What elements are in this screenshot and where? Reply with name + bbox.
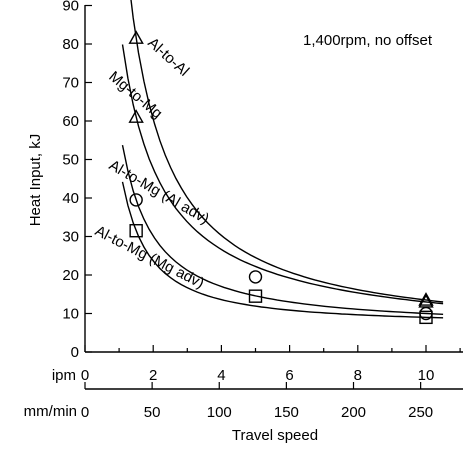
y-ticks: 0 10 20 30 40 50 60 70 80 90 <box>62 0 92 361</box>
x2-tick-label: 0 <box>81 404 89 421</box>
circle-marker <box>248 270 263 284</box>
x2-tick-label: 150 <box>274 404 299 421</box>
triangle-marker <box>128 109 144 123</box>
y-tick-label: 20 <box>62 267 79 284</box>
y-axis-title: Heat Input, kJ <box>27 134 44 227</box>
y-tick-label: 60 <box>62 113 79 130</box>
x2-tick-label: 250 <box>408 404 433 421</box>
fit-curve <box>121 181 444 319</box>
fit-curves <box>121 0 444 319</box>
y-tick-label: 50 <box>62 152 79 169</box>
y-tick-label: 70 <box>62 75 79 92</box>
y-tick-label: 10 <box>62 306 79 323</box>
series-label: Al-to-Mg (Al adv) <box>106 157 212 228</box>
fit-curve <box>130 0 444 303</box>
chart-annotation: 1,400rpm, no offset <box>303 32 433 49</box>
fit-curve <box>121 44 444 305</box>
x-tick-label: 4 <box>217 367 225 384</box>
plot-frame <box>84 5 463 390</box>
x-tick-label: 10 <box>418 367 435 384</box>
triangle-marker <box>128 30 144 44</box>
secondary-x-ticks: 0 50 100 150 200 250 <box>81 382 433 421</box>
triangle-marker <box>418 292 434 306</box>
square-marker <box>248 289 263 303</box>
y-tick-label: 30 <box>62 229 79 246</box>
y-tick-label: 0 <box>71 344 79 361</box>
data-markers <box>128 30 434 325</box>
fit-curve <box>121 144 444 315</box>
series-label: Al-to-Mg (Mg adv) <box>92 222 207 292</box>
x-tick-label: 6 <box>285 367 293 384</box>
x-ticks: 0 2 4 6 8 10 <box>81 345 461 384</box>
x-tick-label: 8 <box>354 367 362 384</box>
series-label: Al-to-Al <box>144 34 192 80</box>
x2-tick-label: 50 <box>144 404 161 421</box>
x-unit-primary: ipm <box>52 367 76 384</box>
y-tick-label: 80 <box>62 36 79 53</box>
x2-tick-label: 100 <box>207 404 232 421</box>
x-tick-label: 0 <box>81 367 89 384</box>
square-marker <box>129 224 143 238</box>
x-unit-secondary: mm/min <box>24 403 77 420</box>
y-tick-label: 90 <box>62 0 79 15</box>
x2-tick-label: 200 <box>341 404 366 421</box>
y-tick-label: 40 <box>62 190 79 207</box>
circle-marker <box>129 193 143 207</box>
square-marker <box>419 310 433 325</box>
x-axis-title: Travel speed <box>232 427 318 444</box>
x-tick-label: 2 <box>149 367 157 384</box>
